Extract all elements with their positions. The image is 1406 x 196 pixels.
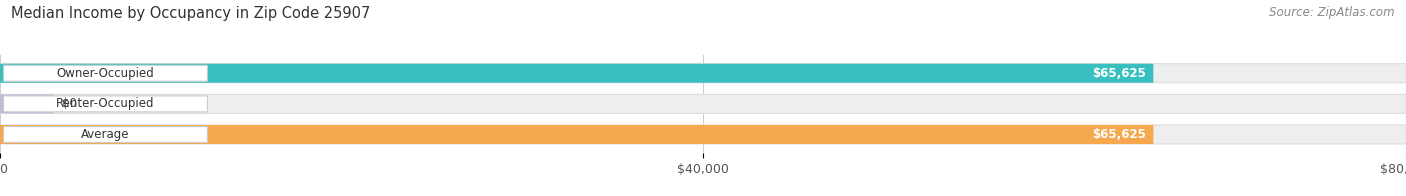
FancyBboxPatch shape (0, 64, 1153, 83)
Text: Owner-Occupied: Owner-Occupied (56, 67, 155, 80)
FancyBboxPatch shape (0, 94, 53, 113)
FancyBboxPatch shape (3, 127, 208, 142)
Text: $65,625: $65,625 (1092, 67, 1146, 80)
Text: $65,625: $65,625 (1092, 128, 1146, 141)
Text: Source: ZipAtlas.com: Source: ZipAtlas.com (1270, 6, 1395, 19)
FancyBboxPatch shape (3, 96, 208, 112)
FancyBboxPatch shape (3, 65, 208, 81)
FancyBboxPatch shape (0, 125, 1153, 144)
Text: $0: $0 (62, 97, 77, 110)
Text: Average: Average (82, 128, 129, 141)
FancyBboxPatch shape (0, 94, 1406, 113)
Text: Median Income by Occupancy in Zip Code 25907: Median Income by Occupancy in Zip Code 2… (11, 6, 371, 21)
Text: Renter-Occupied: Renter-Occupied (56, 97, 155, 110)
FancyBboxPatch shape (0, 125, 1406, 144)
FancyBboxPatch shape (0, 64, 1406, 83)
